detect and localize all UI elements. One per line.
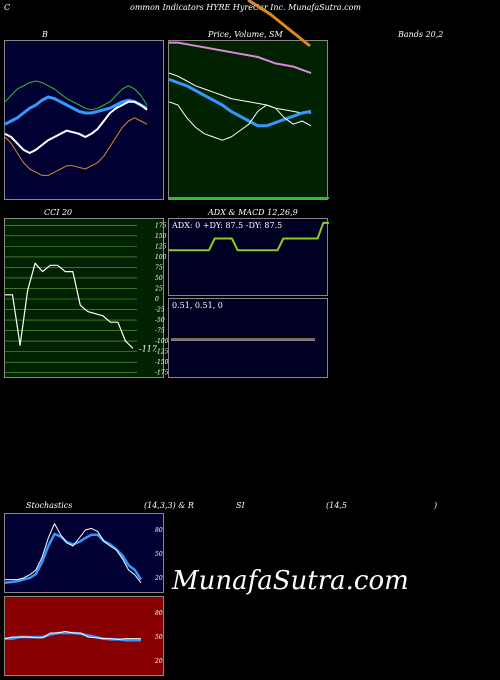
cci-tick-label: 50 <box>155 275 163 282</box>
bands-label: Bands 20,2 <box>398 30 444 39</box>
stoch-panel: 80 50 20 <box>4 513 164 593</box>
bb-lower-band <box>4 117 148 176</box>
price-sma-long <box>169 41 312 74</box>
rsi-tick-label: 50 <box>155 634 163 641</box>
bb-price-line <box>4 100 148 154</box>
close-paren: ) <box>434 501 438 510</box>
header-c: C <box>4 3 11 12</box>
adx-panel: ADX: 0 +DY: 87.5 -DY: 87.5 <box>168 218 329 296</box>
cci-tick-label: -125 <box>155 349 169 356</box>
price-sma-short <box>168 77 312 128</box>
bb-upper-band <box>4 80 148 111</box>
rsi-params: (14,5 <box>326 501 347 510</box>
price-line <box>168 101 312 141</box>
stoch-k-line <box>5 523 142 584</box>
header-title: ommon Indicators HYRE HyreCar Inc. Munaf… <box>130 3 361 12</box>
stoch-params: (14,3,3) & R <box>144 501 194 510</box>
volume-bars <box>169 197 329 199</box>
price-chart <box>168 41 329 199</box>
stoch-tick-label: 50 <box>155 551 163 558</box>
adx-text: ADX: 0 +DY: 87.5 -DY: 87.5 <box>172 221 283 230</box>
rsi-tick-label: 80 <box>155 610 163 617</box>
cci-chart: 175 150 125 100 75 50 25 0 -25 -50 -75 -100 -125 -150… <box>5 222 169 377</box>
price-overflow-line <box>247 0 311 48</box>
cci-label: CCI 20 <box>44 208 73 217</box>
cci-tick-label: -25 <box>155 307 165 314</box>
watermark: MunafaSutra.com <box>172 566 409 596</box>
rsi-tick-label: 20 <box>154 658 163 665</box>
bollinger-panel <box>4 40 164 200</box>
macd-panel: 0.51, 0.51, 0 <box>168 298 328 378</box>
price-sma-mid <box>168 72 311 114</box>
cci-panel: 175 150 125 100 75 50 25 0 -25 -50 -75 -100 -125 -150… <box>4 218 169 378</box>
price-panel <box>168 40 329 200</box>
bb-label: B <box>42 30 48 39</box>
cci-tick-label: -50 <box>155 317 165 324</box>
cci-tick-label: -75 <box>155 328 165 335</box>
bb-middle-sma <box>4 95 148 126</box>
cci-line <box>5 262 134 349</box>
cci-tick-label: 100 <box>155 254 167 261</box>
cci-tick-label: 150 <box>155 233 167 240</box>
rsi-chart: 80 50 20 <box>4 610 163 665</box>
rsi-panel: 80 50 20 <box>4 596 164 676</box>
macd-chart <box>171 338 315 341</box>
macd-text: 0.51, 0.51, 0 <box>172 301 223 310</box>
rsi-mfi-line <box>4 630 141 640</box>
cci-tick-label: 75 <box>155 264 163 271</box>
cci-last-value: -117 <box>139 344 158 353</box>
bollinger-chart <box>4 80 148 176</box>
price-label: Price, Volume, SM <box>208 30 283 39</box>
cci-tick-label: 0 <box>155 296 159 303</box>
cci-tick-label: 175 <box>155 222 167 229</box>
adx-label: ADX & MACD 12,26,9 <box>208 208 298 217</box>
adx-chart <box>169 221 329 252</box>
cci-tick-label: -150 <box>155 359 169 366</box>
cci-tick-label: -100 <box>155 338 169 345</box>
orange-trend-line <box>247 0 311 48</box>
adx-line <box>169 221 329 252</box>
si-label: SI <box>236 501 245 510</box>
stoch-tick-label: 80 <box>155 527 163 534</box>
stoch-tick-label: 20 <box>154 575 163 582</box>
cci-tick-label: -175 <box>155 370 169 377</box>
stoch-d-line <box>4 532 143 585</box>
cci-tick-label: 125 <box>155 243 167 250</box>
stoch-chart: 80 50 20 <box>4 523 163 585</box>
cci-tick-label: 25 <box>154 285 163 292</box>
stoch-label: Stochastics <box>26 501 73 510</box>
